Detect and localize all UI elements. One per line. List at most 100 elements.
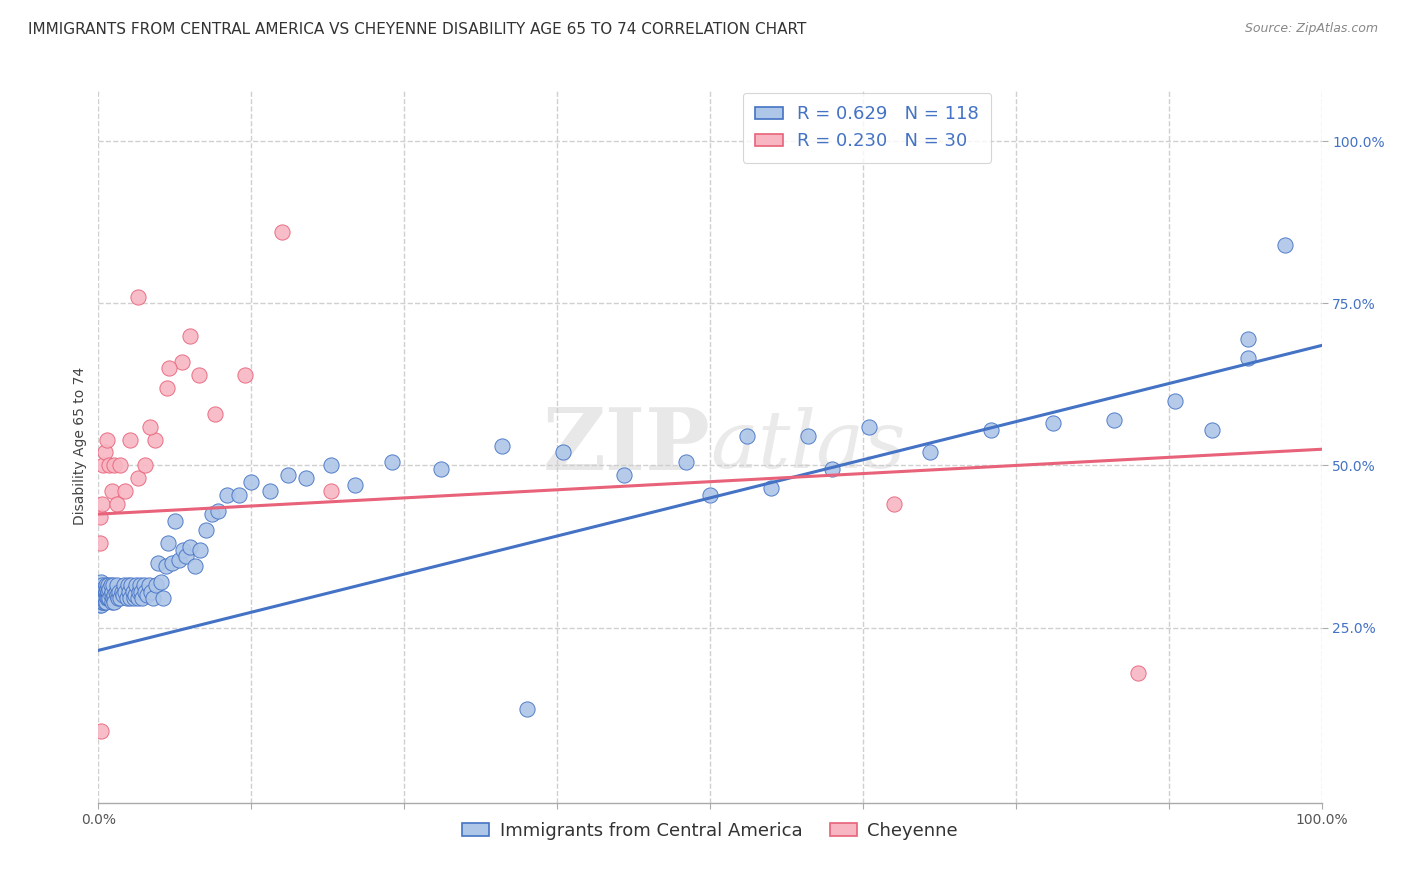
- Point: [93, 445, 115, 459]
- Point: [179, 328, 201, 343]
- Point: [319, 458, 342, 473]
- Point: [1274, 238, 1296, 252]
- Point: [1164, 393, 1187, 408]
- Point: [91, 582, 114, 596]
- Point: [93, 582, 115, 596]
- Point: [179, 540, 201, 554]
- Point: [103, 588, 125, 602]
- Point: [93, 591, 115, 606]
- Point: [94, 585, 117, 599]
- Point: [90, 582, 112, 596]
- Point: [127, 471, 149, 485]
- Point: [96, 591, 118, 606]
- Point: [381, 455, 404, 469]
- Point: [90, 575, 112, 590]
- Point: [228, 488, 250, 502]
- Point: [98, 582, 121, 596]
- Point: [114, 585, 136, 599]
- Point: [553, 445, 575, 459]
- Point: [91, 588, 114, 602]
- Point: [89, 582, 111, 596]
- Point: [91, 458, 114, 473]
- Point: [93, 585, 115, 599]
- Point: [319, 484, 342, 499]
- Point: [91, 595, 114, 609]
- Point: [1237, 332, 1260, 346]
- Point: [215, 488, 238, 502]
- Point: [143, 433, 166, 447]
- Point: [91, 585, 114, 599]
- Point: [148, 556, 170, 570]
- Point: [120, 578, 142, 592]
- Point: [295, 471, 318, 485]
- Point: [124, 588, 146, 602]
- Point: [98, 591, 121, 606]
- Y-axis label: Disability Age 65 to 74: Disability Age 65 to 74: [73, 367, 87, 525]
- Point: [101, 484, 124, 499]
- Point: [155, 559, 177, 574]
- Point: [97, 591, 120, 606]
- Point: [97, 585, 120, 599]
- Point: [139, 419, 162, 434]
- Point: [89, 591, 111, 606]
- Point: [149, 575, 172, 590]
- Point: [430, 461, 453, 475]
- Point: [1237, 351, 1260, 366]
- Point: [134, 458, 156, 473]
- Point: [117, 578, 139, 592]
- Point: [120, 591, 142, 606]
- Point: [91, 497, 114, 511]
- Point: [101, 578, 124, 592]
- Point: [89, 536, 111, 550]
- Point: [105, 578, 128, 592]
- Point: [152, 591, 174, 606]
- Point: [91, 578, 114, 592]
- Point: [129, 578, 152, 592]
- Point: [858, 419, 880, 434]
- Point: [90, 724, 112, 739]
- Point: [195, 524, 218, 538]
- Point: [1201, 423, 1223, 437]
- Point: [91, 595, 114, 609]
- Point: [142, 591, 165, 606]
- Point: [127, 591, 149, 606]
- Point: [167, 552, 190, 566]
- Point: [122, 591, 145, 606]
- Point: [103, 458, 125, 473]
- Legend: Immigrants from Central America, Cheyenne: Immigrants from Central America, Cheyenn…: [454, 815, 966, 847]
- Point: [110, 458, 132, 473]
- Point: [1102, 413, 1125, 427]
- Point: [118, 585, 141, 599]
- Point: [96, 588, 118, 602]
- Point: [127, 290, 149, 304]
- Point: [134, 585, 156, 599]
- Point: [110, 591, 132, 606]
- Text: atlas: atlas: [710, 408, 905, 484]
- Point: [156, 381, 179, 395]
- Point: [176, 549, 198, 564]
- Point: [821, 461, 844, 475]
- Point: [89, 588, 111, 602]
- Point: [98, 458, 121, 473]
- Point: [277, 468, 299, 483]
- Point: [101, 585, 124, 599]
- Point: [920, 445, 942, 459]
- Point: [96, 433, 118, 447]
- Point: [797, 429, 820, 443]
- Point: [111, 585, 134, 599]
- Point: [105, 588, 128, 602]
- Point: [157, 536, 180, 550]
- Point: [201, 507, 224, 521]
- Point: [100, 588, 122, 602]
- Point: [101, 591, 124, 606]
- Point: [131, 591, 153, 606]
- Point: [184, 559, 207, 574]
- Point: [96, 582, 118, 596]
- Point: [675, 455, 697, 469]
- Point: [165, 514, 187, 528]
- Point: [129, 585, 152, 599]
- Point: [204, 407, 226, 421]
- Point: [980, 423, 1002, 437]
- Point: [111, 588, 134, 602]
- Text: ZIP: ZIP: [543, 404, 710, 488]
